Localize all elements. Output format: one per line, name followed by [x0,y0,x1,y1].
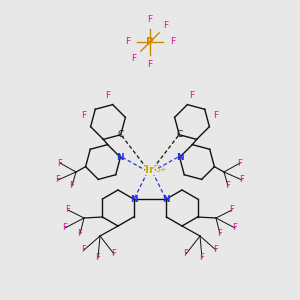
Text: F: F [147,60,153,69]
Text: F: F [105,92,111,100]
Text: 3+: 3+ [155,164,167,173]
Text: F: F [230,206,234,214]
Text: F: F [232,224,237,232]
Text: N: N [117,153,124,162]
Text: C: C [118,130,124,139]
Text: F: F [131,54,136,63]
Text: F: F [82,245,86,254]
Text: F: F [63,224,68,232]
Text: N: N [130,194,137,203]
Text: F: F [81,112,87,121]
Text: F: F [214,245,218,254]
Text: Ir: Ir [145,165,155,175]
Text: C: C [176,130,182,139]
Text: F: F [78,230,82,238]
Text: F: F [218,230,222,238]
Text: N: N [163,194,170,203]
Text: F: F [70,182,74,190]
Text: F: F [240,176,244,184]
Text: F: F [96,254,100,262]
Text: F: F [112,250,116,259]
Text: F: F [66,206,70,214]
Text: F: F [226,182,230,190]
Text: F: F [200,254,204,262]
Text: F: F [125,38,130,46]
Text: F: F [189,92,195,100]
Text: F: F [184,250,188,259]
Text: F: F [238,158,242,167]
Text: P: P [146,37,154,47]
Text: N: N [176,153,183,162]
Text: F: F [170,38,175,46]
Text: F: F [213,112,219,121]
Text: F: F [56,176,60,184]
Text: F: F [147,15,153,24]
Text: F: F [164,21,169,30]
Text: F: F [58,158,62,167]
